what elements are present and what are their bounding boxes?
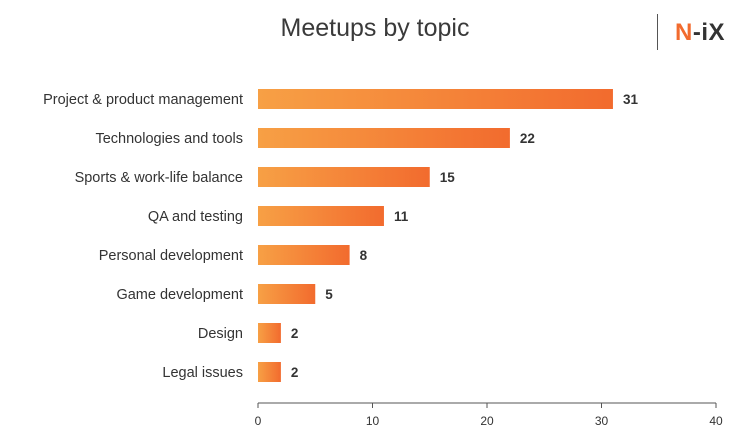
- chart-title: Meetups by topic: [280, 14, 470, 42]
- bar: [258, 167, 430, 187]
- category-label: Project & product management: [43, 92, 243, 108]
- value-label: 2: [291, 326, 299, 341]
- bar: [258, 362, 281, 382]
- category-label: Personal development: [99, 248, 243, 264]
- x-tick-label: 40: [709, 414, 723, 428]
- logo-accent: N: [675, 19, 693, 46]
- bar: [258, 206, 384, 226]
- bar: [258, 284, 316, 304]
- x-tick-label: 20: [480, 414, 494, 428]
- bar: [258, 323, 281, 343]
- x-axis: 0 10 20 30 40: [255, 402, 723, 428]
- x-tick-label: 10: [366, 414, 380, 428]
- bar: [258, 89, 613, 109]
- category-label: Sports & work-life balance: [75, 170, 243, 186]
- category-label: Game development: [116, 287, 243, 303]
- logo-rest: -iX: [692, 19, 726, 46]
- value-label: 5: [325, 287, 333, 302]
- value-label: 11: [394, 209, 409, 224]
- value-label: 22: [520, 131, 535, 146]
- value-label: 2: [291, 365, 299, 380]
- x-tick-label: 30: [595, 414, 609, 428]
- value-label: 8: [360, 248, 368, 263]
- bar: [258, 245, 350, 265]
- bar: [258, 128, 510, 148]
- value-label: 31: [623, 92, 639, 107]
- bars-layer: Project & product management 31 Technologi…: [43, 89, 638, 382]
- category-label: Legal issues: [162, 365, 243, 381]
- category-label: QA and testing: [148, 209, 243, 225]
- logo-divider: [657, 14, 658, 50]
- value-label: 15: [440, 170, 456, 185]
- category-label: Technologies and tools: [95, 131, 243, 147]
- x-tick-label: 0: [255, 414, 262, 428]
- category-label: Design: [198, 326, 243, 342]
- company-logo: N-iX: [675, 19, 725, 47]
